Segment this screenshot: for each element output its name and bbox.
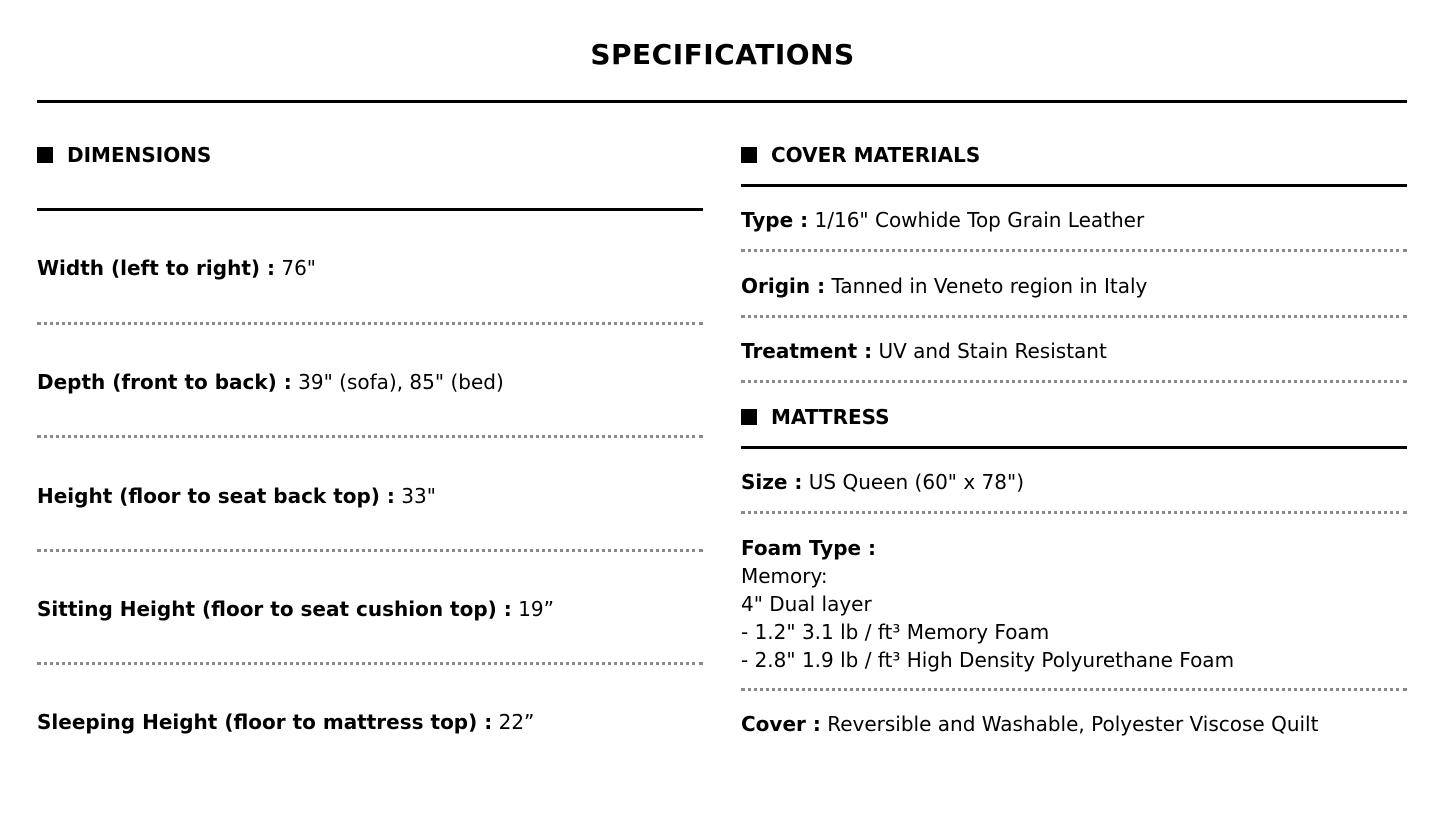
spec-value: 33" (394, 484, 436, 508)
dotted-divider (741, 380, 1407, 383)
square-bullet-icon (741, 409, 757, 425)
spec-value: 19” (511, 597, 554, 621)
spec-row-treatment: Treatment : UV and Stain Resistant (741, 337, 1407, 365)
spec-row-size: Size : US Queen (60" x 78") (741, 468, 1407, 496)
foam-line: - 1.2" 3.1 lb / ft³ Memory Foam (741, 620, 1050, 644)
spec-row-foam-type: Foam Type : Memory: 4" Dual layer - 1.2"… (741, 534, 1407, 674)
cover-materials-divider (741, 184, 1407, 187)
spec-value: Tanned in Veneto region in Italy (825, 274, 1148, 298)
spec-label: Width (left to right) : (37, 256, 275, 280)
dotted-divider (37, 435, 703, 438)
spec-value: 76" (274, 256, 316, 280)
spec-value: 1/16" Cowhide Top Grain Leather (808, 208, 1145, 232)
spec-row-sleeping-height: Sleeping Height (floor to mattress top) … (37, 708, 703, 736)
dotted-divider (741, 249, 1407, 252)
dotted-divider (37, 662, 703, 665)
cover-materials-heading: COVER MATERIALS (741, 143, 1407, 167)
mattress-divider (741, 446, 1407, 449)
dotted-divider (741, 315, 1407, 318)
square-bullet-icon (37, 147, 53, 163)
spec-label: Type : (741, 208, 809, 232)
spec-row-width: Width (left to right) : 76" (37, 254, 703, 282)
spec-label: Size : (741, 470, 803, 494)
dotted-divider (741, 688, 1407, 691)
spec-row-height: Height (floor to seat back top) : 33" (37, 482, 703, 510)
spec-row-type: Type : 1/16" Cowhide Top Grain Leather (741, 206, 1407, 234)
page-title: SPECIFICATIONS (590, 38, 855, 71)
spec-row-sitting-height: Sitting Height (floor to seat cushion to… (37, 595, 703, 623)
spec-row-cover: Cover : Reversible and Washable, Polyest… (741, 710, 1407, 738)
spec-label: Treatment : (741, 339, 873, 363)
square-bullet-icon (741, 147, 757, 163)
dimensions-heading-text: DIMENSIONS (67, 143, 212, 167)
foam-line: Memory: (741, 564, 828, 588)
spec-label: Sleeping Height (floor to mattress top) … (37, 710, 493, 734)
spec-value: 39" (sofa), 85" (bed) (291, 370, 504, 394)
dimensions-divider (37, 208, 703, 211)
dotted-divider (741, 511, 1407, 514)
spec-value: Reversible and Washable, Polyester Visco… (820, 712, 1319, 736)
spec-label: Cover : (741, 712, 821, 736)
spec-label: Sitting Height (floor to seat cushion to… (37, 597, 512, 621)
spec-value: US Queen (60" x 78") (802, 470, 1024, 494)
dotted-divider (37, 322, 703, 325)
dimensions-heading: DIMENSIONS (37, 143, 703, 167)
spec-label: Height (floor to seat back top) : (37, 484, 395, 508)
dotted-divider (37, 549, 703, 552)
spec-label: Depth (front to back) : (37, 370, 292, 394)
mattress-heading-text: MATTRESS (771, 405, 890, 429)
spec-value: UV and Stain Resistant (872, 339, 1107, 363)
spec-value: 22” (492, 710, 535, 734)
mattress-heading: MATTRESS (741, 405, 1407, 429)
spec-label: Origin : (741, 274, 826, 298)
foam-line: - 2.8" 1.9 lb / ft³ High Density Polyure… (741, 648, 1235, 672)
foam-line: 4" Dual layer (741, 592, 872, 616)
spec-label: Foam Type : (741, 536, 877, 560)
spec-row-depth: Depth (front to back) : 39" (sofa), 85" … (37, 368, 703, 396)
spec-row-origin: Origin : Tanned in Veneto region in Ital… (741, 272, 1407, 300)
title-divider (37, 100, 1407, 103)
cover-materials-heading-text: COVER MATERIALS (771, 143, 981, 167)
